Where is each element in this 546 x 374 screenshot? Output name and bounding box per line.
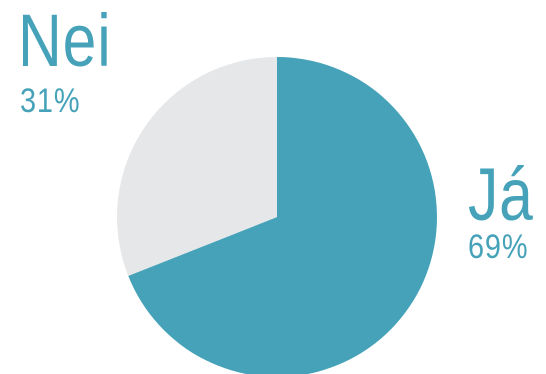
- pie-slice-nei: [116, 57, 277, 276]
- pie-slice-j-: [128, 57, 437, 374]
- slice-label-ja: Já: [468, 153, 534, 236]
- slice-value-label-ja: 69%: [468, 228, 529, 266]
- slice-label-nei: Nei: [18, 0, 112, 82]
- slice-value-label-nei: 31%: [20, 82, 81, 120]
